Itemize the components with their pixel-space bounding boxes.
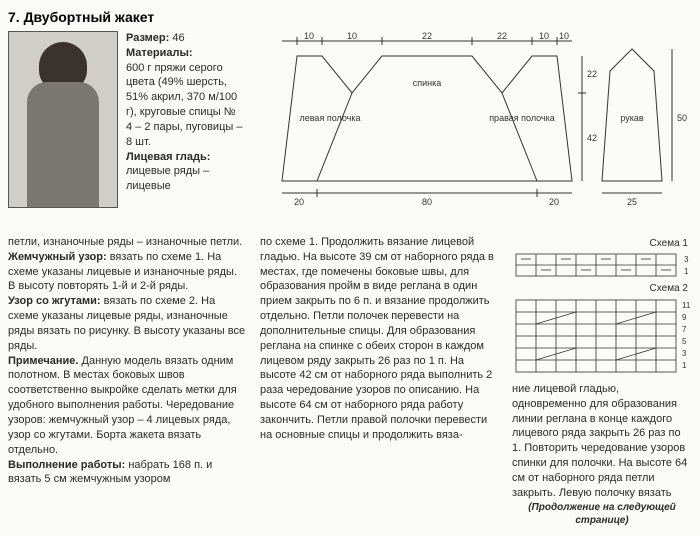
article-title: 7. Двубортный жакет bbox=[8, 8, 692, 27]
svg-text:10: 10 bbox=[304, 31, 314, 41]
p4-label: Примечание. bbox=[8, 355, 78, 367]
face-label: Лицевая гладь: bbox=[126, 151, 210, 163]
face-text: лицевые ряды – лицевые bbox=[126, 165, 209, 192]
svg-text:1: 1 bbox=[684, 267, 689, 276]
svg-text:1: 1 bbox=[682, 361, 687, 370]
svg-text:9: 9 bbox=[682, 313, 687, 322]
svg-text:80: 80 bbox=[422, 197, 432, 207]
model-photo bbox=[8, 31, 118, 208]
svg-text:22: 22 bbox=[497, 31, 507, 41]
charts-and-col3: Схема 1 3 1 Схема 2 bbox=[512, 235, 692, 528]
svg-text:5: 5 bbox=[682, 337, 687, 346]
col2-text: по схеме 1. Продолжить вязание лицевой г… bbox=[260, 236, 494, 441]
svg-text:22: 22 bbox=[587, 69, 597, 79]
svg-text:3: 3 bbox=[684, 255, 689, 264]
p5-label: Выполнение работы: bbox=[8, 459, 125, 471]
chart-scheme1: 3 1 bbox=[512, 252, 692, 280]
svg-text:25: 25 bbox=[627, 197, 637, 207]
p3-label: Узор со жгутами: bbox=[8, 295, 101, 307]
scheme1-label: Схема 1 bbox=[516, 237, 688, 251]
scheme2-label: Схема 2 bbox=[516, 282, 688, 296]
svg-text:правая полочка: правая полочка bbox=[489, 113, 555, 123]
text-columns: петли, изнаночные ряды – изнаночные петл… bbox=[8, 235, 692, 528]
size-label: Размер: bbox=[126, 32, 169, 44]
svg-text:спинка: спинка bbox=[413, 78, 442, 88]
column-1: петли, изнаночные ряды – изнаночные петл… bbox=[8, 235, 246, 528]
column-2: по схеме 1. Продолжить вязание лицевой г… bbox=[260, 235, 498, 528]
p1a: петли, изнаночные ряды – изнаночные петл… bbox=[8, 236, 242, 248]
pattern-schematic: 10 10 22 22 10 10 левая полочка спинка п… bbox=[252, 31, 692, 231]
svg-text:11: 11 bbox=[682, 301, 691, 310]
svg-text:20: 20 bbox=[294, 197, 304, 207]
specs-block: Размер: 46 Материалы: 600 г пряжи серого… bbox=[126, 31, 244, 231]
svg-text:10: 10 bbox=[347, 31, 357, 41]
materials-label: Материалы: bbox=[126, 47, 193, 59]
top-row: Размер: 46 Материалы: 600 г пряжи серого… bbox=[8, 31, 692, 231]
continuation-note: (Продолжение на следующей странице) bbox=[512, 501, 692, 528]
svg-text:50: 50 bbox=[677, 113, 687, 123]
svg-text:рукав: рукав bbox=[620, 113, 644, 123]
svg-text:20: 20 bbox=[549, 197, 559, 207]
svg-text:10: 10 bbox=[539, 31, 549, 41]
svg-text:7: 7 bbox=[682, 325, 687, 334]
svg-text:10: 10 bbox=[559, 31, 569, 41]
materials-text: 600 г пряжи серого цвета (49% шерсть, 51… bbox=[126, 62, 242, 148]
size-value: 46 bbox=[172, 32, 184, 44]
p4: Данную модель вязать одним полотном. В м… bbox=[8, 355, 237, 456]
chart-scheme2: 11 9 7 5 3 1 bbox=[512, 298, 692, 378]
col3-text: ние лицевой гладью, одновременно для обр… bbox=[512, 383, 687, 499]
svg-text:3: 3 bbox=[682, 349, 687, 358]
p2-label: Жемчужный узор: bbox=[8, 251, 107, 263]
svg-text:левая полочка: левая полочка bbox=[300, 113, 361, 123]
svg-text:42: 42 bbox=[587, 133, 597, 143]
svg-text:22: 22 bbox=[422, 31, 432, 41]
